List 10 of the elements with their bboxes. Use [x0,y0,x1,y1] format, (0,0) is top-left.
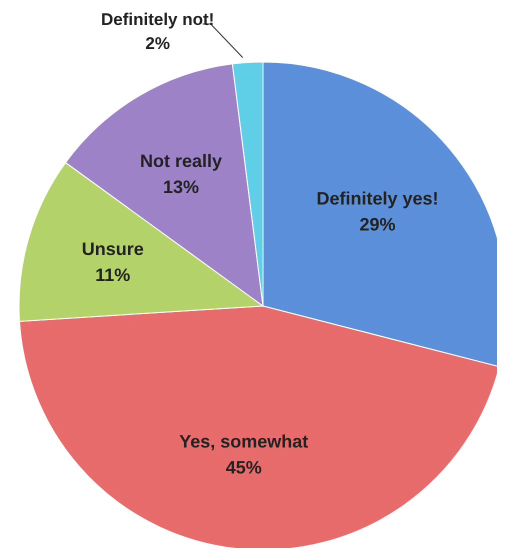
slice-label: Yes, somewhat [179,432,308,452]
slice-label: Definitely not! [101,10,214,29]
data-label: 2% [145,34,170,53]
slice-label: Not really [140,150,222,171]
data-label: 11% [95,264,130,285]
slice-label: Definitely yes! [316,188,439,208]
slice-label: Unsure [82,238,144,259]
data-label: 29% [360,214,396,234]
data-label: 45% [226,458,262,478]
data-label: 13% [162,176,200,197]
